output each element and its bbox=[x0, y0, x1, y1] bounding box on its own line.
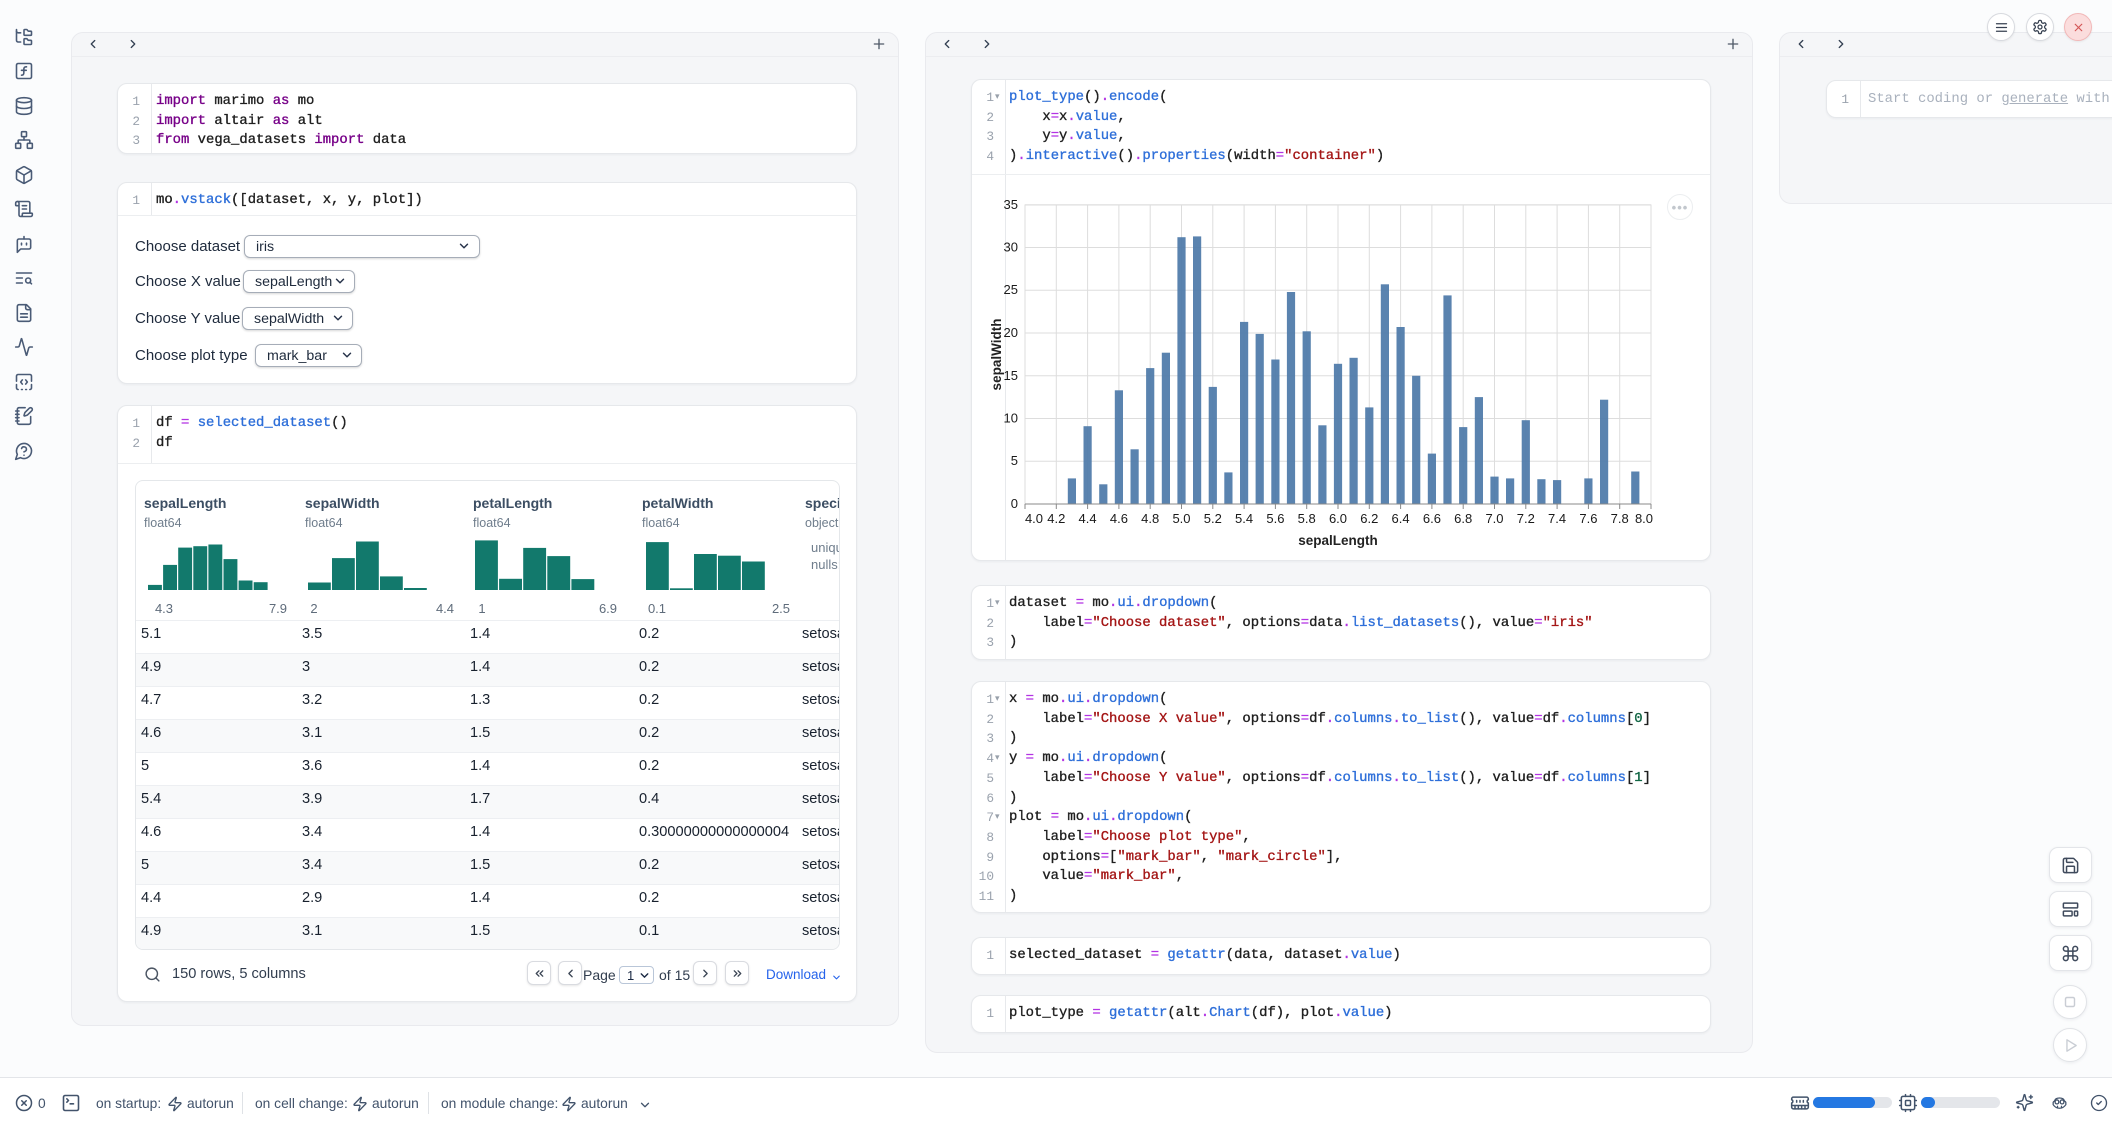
svg-text:6.8: 6.8 bbox=[1454, 511, 1472, 526]
svg-text:7.6: 7.6 bbox=[1579, 511, 1597, 526]
svg-text:5.2: 5.2 bbox=[1204, 511, 1222, 526]
svg-text:35: 35 bbox=[1004, 197, 1018, 212]
svg-text:4.2: 4.2 bbox=[1047, 511, 1065, 526]
svg-text:15: 15 bbox=[1004, 368, 1018, 383]
svg-text:25: 25 bbox=[1004, 282, 1018, 297]
svg-text:8.0: 8.0 bbox=[1635, 511, 1653, 526]
svg-text:6.2: 6.2 bbox=[1360, 511, 1378, 526]
svg-text:6.0: 6.0 bbox=[1329, 511, 1347, 526]
svg-text:20: 20 bbox=[1004, 325, 1018, 340]
svg-text:4.8: 4.8 bbox=[1141, 511, 1159, 526]
svg-text:4.0: 4.0 bbox=[1025, 511, 1043, 526]
svg-text:7.0: 7.0 bbox=[1485, 511, 1503, 526]
svg-text:5.6: 5.6 bbox=[1266, 511, 1284, 526]
svg-text:5: 5 bbox=[1011, 453, 1018, 468]
svg-text:30: 30 bbox=[1004, 240, 1018, 255]
svg-text:10: 10 bbox=[1004, 411, 1018, 426]
svg-text:6.4: 6.4 bbox=[1392, 511, 1410, 526]
svg-text:6.6: 6.6 bbox=[1423, 511, 1441, 526]
svg-text:sepalLength: sepalLength bbox=[1298, 533, 1378, 548]
svg-text:7.4: 7.4 bbox=[1548, 511, 1566, 526]
svg-text:7.8: 7.8 bbox=[1611, 511, 1629, 526]
svg-text:sepalWidth: sepalWidth bbox=[989, 319, 1004, 391]
svg-text:5.4: 5.4 bbox=[1235, 511, 1253, 526]
svg-text:7.2: 7.2 bbox=[1517, 511, 1535, 526]
svg-text:4.4: 4.4 bbox=[1079, 511, 1097, 526]
svg-text:5.8: 5.8 bbox=[1298, 511, 1316, 526]
svg-text:0: 0 bbox=[1011, 496, 1018, 511]
svg-text:4.6: 4.6 bbox=[1110, 511, 1128, 526]
svg-text:5.0: 5.0 bbox=[1172, 511, 1190, 526]
